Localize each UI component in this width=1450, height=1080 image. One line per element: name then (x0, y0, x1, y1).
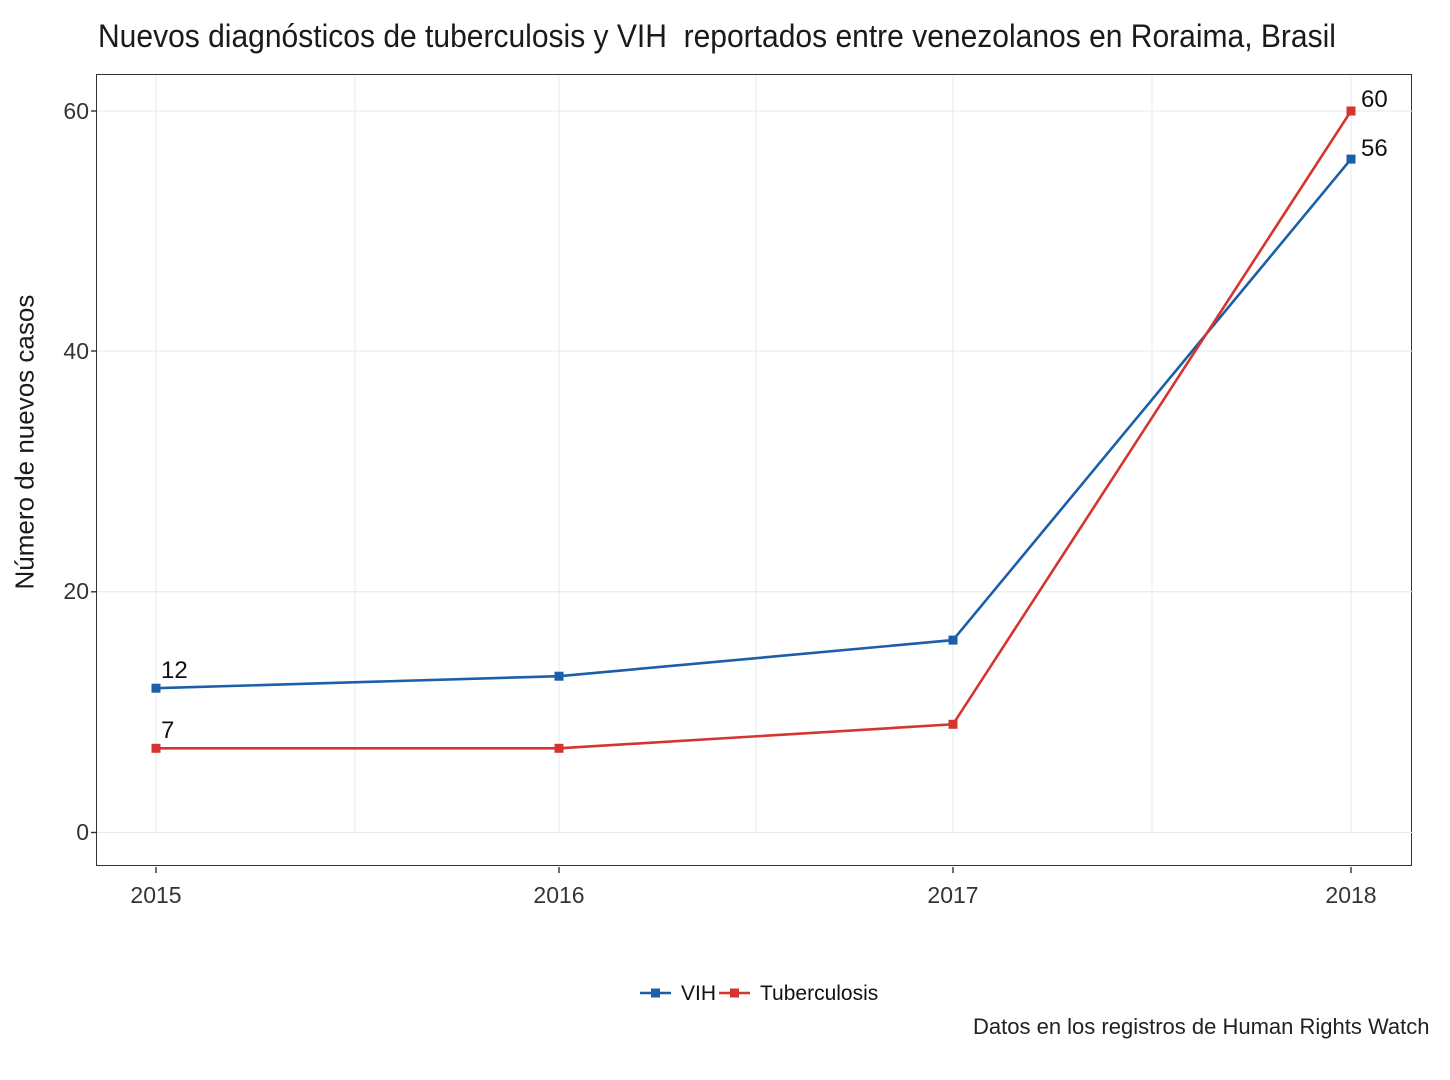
svg-text:VIH: VIH (681, 982, 716, 1005)
svg-text:Tuberculosis: Tuberculosis (760, 982, 878, 1005)
